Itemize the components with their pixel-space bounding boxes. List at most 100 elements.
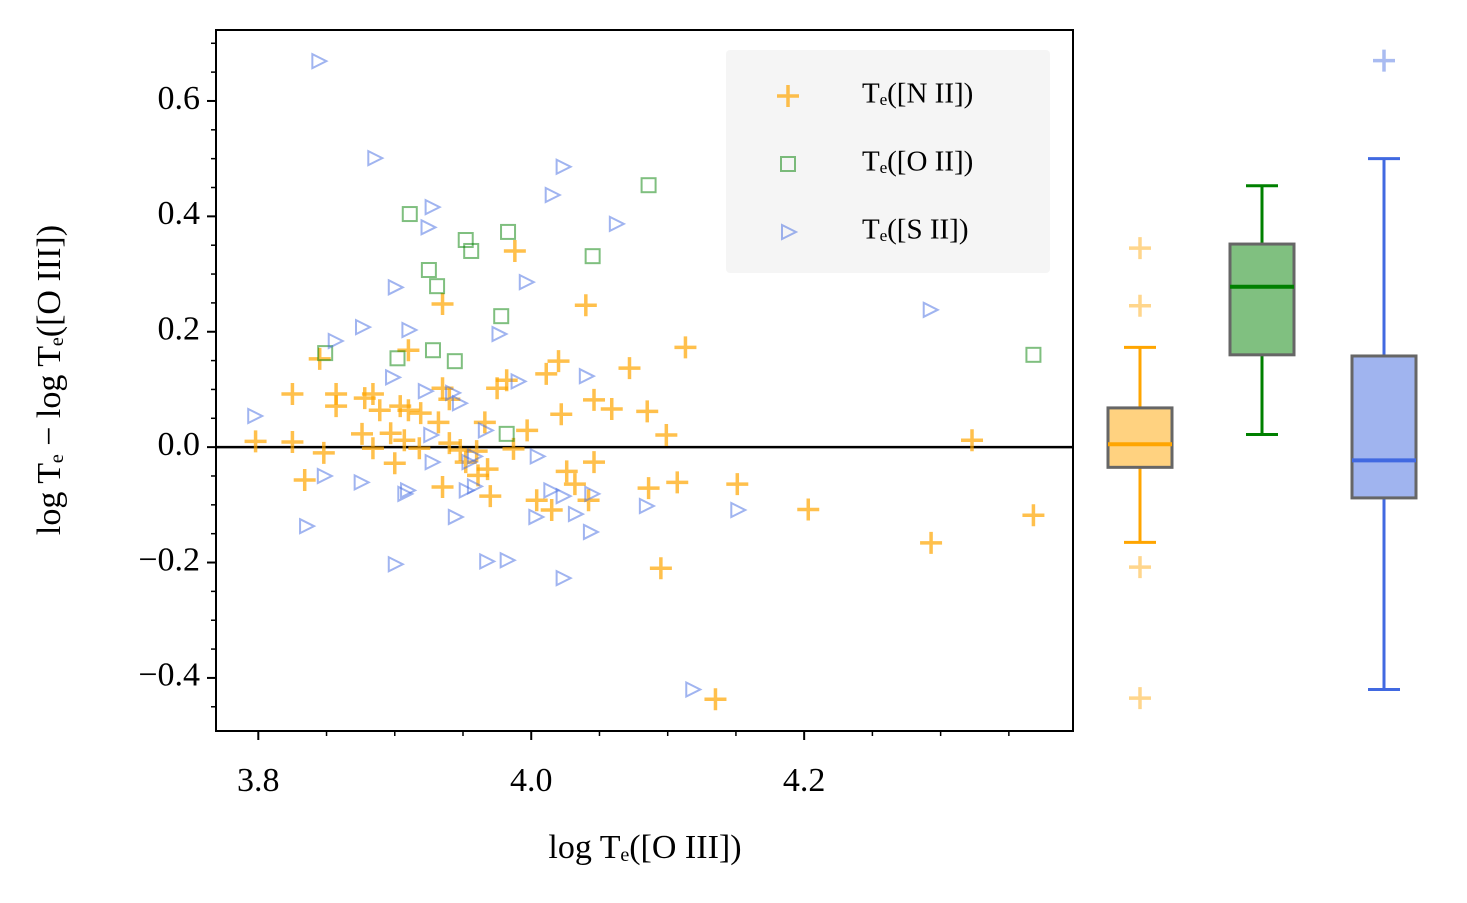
marker — [431, 293, 454, 316]
marker — [281, 383, 304, 406]
marker — [431, 475, 454, 498]
marker — [961, 429, 984, 452]
marker — [397, 485, 415, 503]
marker — [387, 278, 406, 296]
marker — [584, 485, 602, 503]
marker — [1373, 49, 1395, 72]
marker — [640, 177, 657, 194]
legend-box — [726, 50, 1050, 273]
marker — [420, 262, 437, 279]
marker — [510, 372, 528, 390]
marker — [498, 425, 515, 442]
marker — [563, 473, 586, 496]
marker — [540, 499, 563, 522]
marker — [420, 218, 438, 236]
marker — [427, 411, 450, 434]
marker — [574, 294, 597, 317]
marker — [308, 347, 331, 370]
marker — [466, 477, 485, 495]
marker — [495, 369, 518, 392]
marker — [479, 485, 502, 508]
legend-marker — [781, 223, 799, 241]
marker — [1129, 237, 1151, 260]
marker — [544, 186, 562, 204]
marker — [555, 460, 578, 483]
marker — [922, 301, 940, 319]
marker — [535, 362, 558, 385]
marker — [355, 318, 373, 336]
y-tick-label: 0.4 — [158, 195, 201, 232]
marker — [649, 557, 672, 580]
marker — [247, 407, 265, 425]
marker — [550, 403, 573, 426]
marker — [367, 149, 385, 167]
marker — [685, 680, 703, 699]
marker — [316, 467, 335, 485]
marker — [389, 350, 406, 367]
marker — [401, 321, 419, 339]
marker — [1129, 687, 1151, 710]
marker — [618, 357, 641, 380]
marker — [477, 421, 496, 440]
marker — [423, 426, 441, 444]
marker — [397, 399, 420, 422]
marker — [454, 451, 477, 474]
marker — [361, 437, 384, 460]
marker — [447, 508, 466, 526]
marker — [457, 232, 474, 249]
box — [1228, 242, 1296, 357]
marker — [476, 458, 499, 481]
marker — [655, 424, 678, 447]
marker — [351, 422, 374, 445]
marker — [451, 394, 470, 412]
marker — [281, 430, 304, 453]
marker — [385, 368, 403, 386]
marker — [516, 419, 539, 442]
marker — [387, 555, 406, 573]
marker — [379, 422, 402, 445]
box — [1106, 406, 1174, 469]
y-tick-label: 0.6 — [158, 80, 201, 117]
marker — [600, 398, 623, 421]
marker — [583, 451, 606, 474]
marker — [293, 469, 316, 492]
marker — [1129, 556, 1151, 579]
marker — [361, 383, 384, 406]
legend-label: Tₑ([S II]) — [862, 214, 968, 246]
marker — [424, 453, 442, 471]
legend-label: Tₑ([O II]) — [862, 146, 973, 178]
x-tick-label: 4.2 — [783, 762, 826, 799]
marker — [797, 498, 820, 521]
marker — [555, 569, 573, 587]
marker — [446, 353, 463, 370]
marker — [582, 523, 601, 541]
marker — [1022, 504, 1045, 527]
marker — [583, 388, 606, 411]
marker — [638, 497, 657, 515]
marker — [429, 278, 446, 295]
marker — [578, 367, 597, 385]
marker — [528, 508, 546, 526]
y-axis-label: log Tₑ − log Tₑ([O III]) — [31, 225, 68, 535]
marker — [1025, 346, 1042, 363]
marker — [458, 481, 476, 500]
marker — [529, 447, 547, 465]
marker — [353, 473, 371, 491]
marker — [317, 345, 334, 362]
marker — [555, 487, 573, 505]
marker — [637, 477, 660, 500]
marker — [473, 411, 496, 434]
legend-label: Tₑ([N II]) — [862, 78, 973, 110]
y-tick-label: −0.2 — [138, 541, 200, 578]
marker — [636, 400, 659, 423]
marker — [424, 342, 441, 359]
marker — [397, 339, 420, 362]
marker — [325, 395, 348, 418]
marker — [920, 531, 943, 554]
marker — [674, 336, 697, 359]
marker — [299, 517, 317, 535]
marker — [400, 481, 418, 500]
marker — [567, 505, 586, 523]
marker — [704, 688, 727, 711]
marker — [479, 552, 497, 570]
